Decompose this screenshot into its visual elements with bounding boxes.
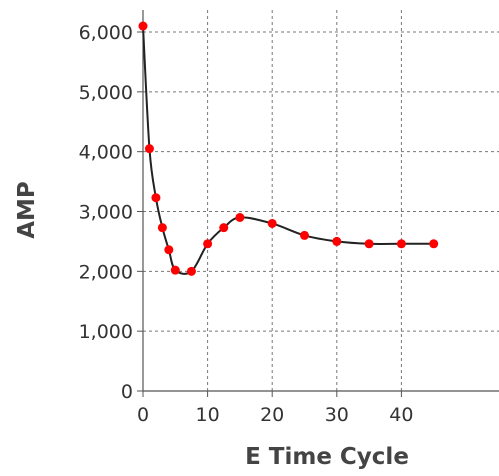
data-point	[429, 239, 439, 249]
data-point	[203, 239, 213, 249]
x-tick-label: 10	[196, 404, 220, 426]
y-tick-label: 1,000	[79, 321, 133, 343]
data-point	[300, 230, 309, 240]
x-tick-label: 30	[325, 404, 349, 426]
y-tick-label: 2,000	[79, 261, 133, 283]
x-axis-title: E Time Cycle	[245, 444, 409, 470]
data-point	[157, 223, 167, 233]
x-tick-label: 20	[260, 404, 284, 426]
y-axis-title: AMP	[14, 181, 40, 239]
x-tick-label: 40	[389, 404, 413, 426]
data-point	[219, 223, 229, 233]
data-point	[138, 21, 148, 31]
y-tick-label: 6,000	[79, 22, 133, 44]
y-tick-label: 5,000	[79, 82, 133, 104]
data-point	[396, 239, 406, 249]
data-point	[332, 236, 342, 246]
y-tick-label: 4,000	[79, 142, 133, 164]
y-tick-label: 0	[121, 381, 133, 403]
data-point	[164, 245, 174, 255]
tick-labels: 0 10 20 30 40 0 1,000 2,000 3,000 4,000 5,000 6,000	[79, 22, 414, 426]
data-point	[267, 218, 277, 228]
data-point	[235, 212, 245, 222]
data-point	[364, 239, 374, 249]
grid-lines	[143, 10, 499, 391]
y-tick-label: 3,000	[79, 202, 133, 224]
data-point	[151, 193, 161, 203]
data-point	[144, 144, 154, 154]
x-tick-label: 0	[137, 404, 149, 426]
data-point	[170, 265, 180, 275]
axes	[137, 10, 499, 397]
data-point	[186, 266, 196, 276]
data-markers	[138, 21, 439, 276]
